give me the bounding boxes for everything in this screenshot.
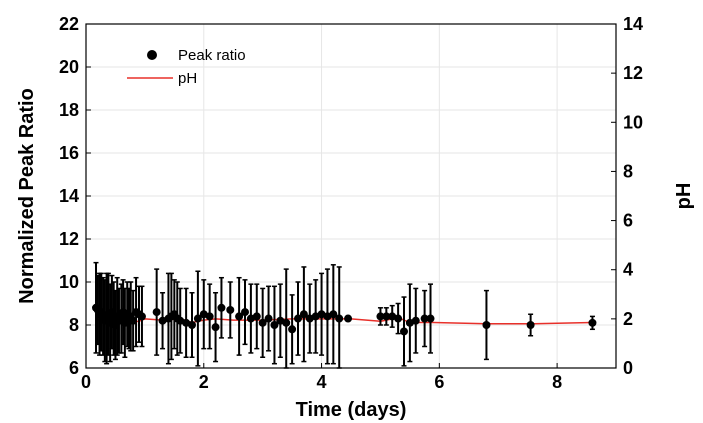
x-tick-label: 6 — [434, 372, 444, 392]
y-tick-label-left: 14 — [59, 186, 79, 206]
peak-ratio-point — [294, 314, 302, 323]
x-tick-label: 0 — [81, 372, 91, 392]
x-axis: 0 2 4 6 8 — [81, 363, 562, 392]
y-tick-label-left: 6 — [69, 358, 79, 378]
peak-ratio-point — [235, 312, 244, 321]
peak-ratio-point — [137, 312, 146, 321]
y-tick-label-left: 22 — [59, 14, 79, 34]
peak-ratio-series-group — [92, 261, 597, 369]
peak-ratio-point — [411, 316, 420, 325]
peak-ratio-point — [205, 312, 214, 321]
peak-ratio-point — [258, 318, 267, 327]
y-axis-left: 6 8 10 12 14 16 18 20 22 — [59, 14, 91, 378]
x-tick-label: 2 — [199, 372, 209, 392]
legend-marker-peak-ratio — [147, 50, 157, 60]
peak-ratio-point — [193, 314, 202, 323]
y-tick-label-left: 18 — [59, 100, 79, 120]
x-tick-label: 4 — [317, 372, 327, 392]
peak-ratio-point — [299, 310, 308, 319]
y-axis-label-left: Normalized Peak Ratio — [16, 88, 38, 304]
peak-ratio-point — [482, 321, 491, 329]
y-tick-label-left: 8 — [69, 315, 79, 335]
y-axis-label-right: pH — [673, 183, 695, 210]
legend-label-ph: pH — [178, 70, 197, 87]
peak-ratio-point — [382, 312, 391, 321]
peak-ratio-point — [588, 318, 597, 327]
y-tick-label-left: 10 — [59, 272, 79, 292]
peak-ratio-point — [376, 312, 385, 321]
y-axis-right: 0 2 4 6 8 10 12 14 — [611, 14, 643, 378]
peak-ratio-point — [329, 310, 338, 319]
y-tick-label-right: 12 — [623, 63, 643, 83]
y-tick-label-right: 14 — [623, 14, 643, 34]
y-tick-label-left: 16 — [59, 143, 79, 163]
peak-ratio-point — [426, 314, 435, 323]
y-tick-label-right: 8 — [623, 161, 633, 181]
y-tick-label-left: 20 — [59, 57, 79, 77]
peak-ratio-point — [420, 314, 429, 323]
peak-ratio-point — [252, 312, 261, 321]
peak-ratio-point — [335, 314, 344, 323]
peak-ratio-point — [226, 305, 235, 314]
y-tick-label-right: 10 — [623, 112, 643, 132]
x-axis-label: Time (days) — [296, 399, 407, 421]
peak-ratio-point — [288, 325, 297, 334]
legend-label-peak-ratio: Peak ratio — [178, 47, 246, 64]
y-tick-label-right: 0 — [623, 358, 633, 378]
legend: Peak ratio pH — [127, 47, 246, 87]
peak-ratio-point — [264, 314, 273, 323]
peak-ratio-point — [211, 323, 220, 332]
y-tick-label-left: 12 — [59, 229, 79, 249]
peak-ratio-point — [344, 314, 353, 323]
peak-ratio-point — [394, 314, 403, 323]
peak-ratio-point — [241, 308, 249, 317]
peak-ratio-point — [526, 321, 535, 329]
peak-ratio-point — [400, 327, 408, 336]
peak-ratio-point — [282, 318, 291, 327]
peak-ratio-point — [152, 308, 161, 317]
y-tick-label-right: 4 — [623, 260, 633, 280]
peak-ratio-point — [270, 321, 279, 329]
y-tick-label-right: 6 — [623, 211, 633, 231]
peak-ratio-point — [188, 321, 196, 329]
y-tick-label-right: 2 — [623, 309, 633, 329]
peak-ratio-point — [217, 303, 226, 312]
x-tick-label: 8 — [552, 372, 562, 392]
